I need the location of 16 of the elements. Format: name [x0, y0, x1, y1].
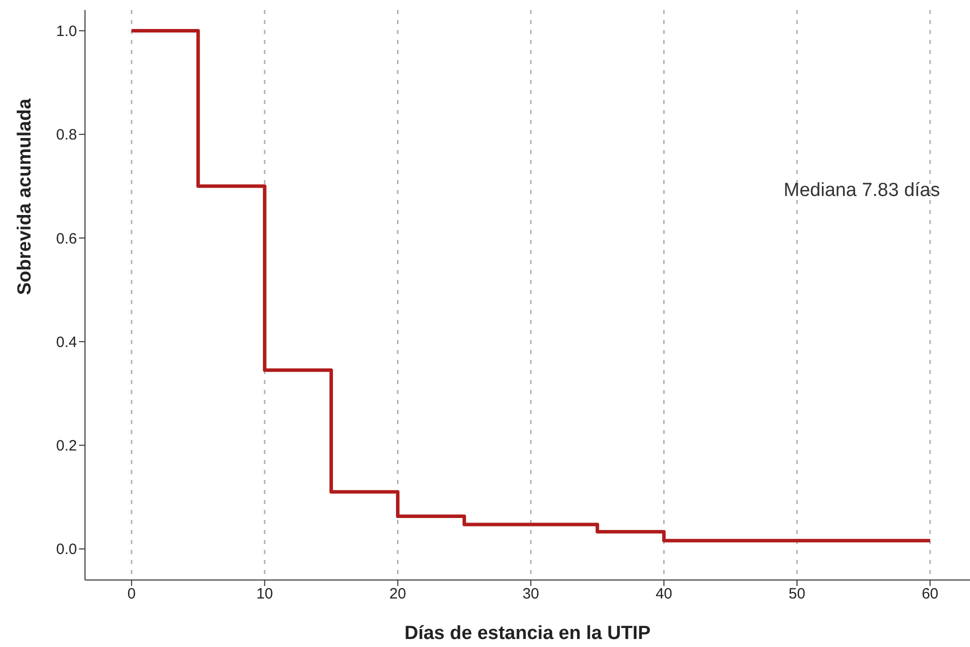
x-tick-label: 60 — [922, 586, 938, 603]
x-tick-label: 30 — [522, 586, 540, 603]
y-tick-label: 1.0 — [56, 23, 77, 40]
x-tick-label: 10 — [256, 586, 274, 603]
y-tick-label: 0.8 — [56, 126, 77, 144]
x-tick-label: 40 — [656, 586, 672, 603]
y-tick-label: 0.0 — [56, 541, 77, 558]
annotation: Mediana 7.83 días — [784, 180, 940, 202]
x-axis-title: Días de estancia en la UTIP — [404, 623, 651, 644]
y-tick-label: 0.2 — [56, 438, 77, 455]
x-tick-label: 20 — [389, 586, 406, 603]
y-tick-label: 0.6 — [56, 230, 77, 248]
x-tick-label: 50 — [788, 586, 806, 603]
y-axis-title: Sobrevida acumulada — [14, 98, 36, 295]
x-tick-label: 0 — [127, 586, 136, 603]
y-tick-label: 0.4 — [56, 334, 77, 351]
